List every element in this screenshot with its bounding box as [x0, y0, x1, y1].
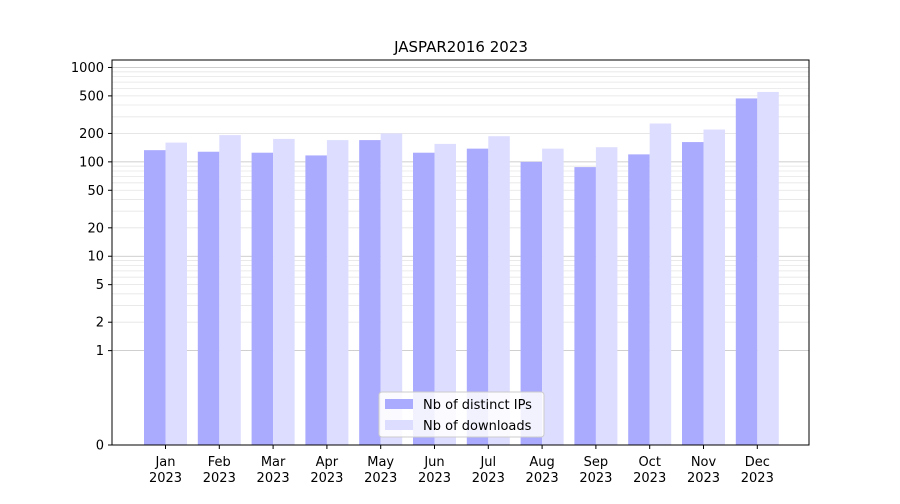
- y-tick-label: 2: [96, 316, 104, 331]
- bar-distinct-ips: [628, 154, 650, 445]
- bar-downloads: [542, 148, 564, 445]
- bar-downloads: [326, 140, 349, 445]
- y-tick-label: 100: [79, 155, 104, 170]
- x-tick-label: Nov: [691, 455, 717, 470]
- x-tick-label: Sep: [584, 455, 609, 470]
- chart-title: JASPAR2016 2023: [393, 38, 528, 56]
- x-tick-label: Aug: [529, 455, 554, 470]
- x-tick-label: Apr: [316, 455, 339, 470]
- bar-downloads: [165, 142, 187, 445]
- y-tick-label: 200: [79, 127, 104, 142]
- x-tick-label: Oct: [638, 455, 660, 470]
- y-tick-label: 1000: [71, 61, 104, 76]
- legend-box: [378, 391, 545, 438]
- bar-distinct-ips: [735, 98, 758, 446]
- x-tick-label: Feb: [208, 455, 231, 470]
- x-tick-label-year: 2023: [741, 471, 774, 486]
- bar-downloads: [219, 135, 241, 445]
- bar-downloads: [488, 136, 510, 446]
- x-tick-label-year: 2023: [310, 471, 343, 486]
- x-axis: Jan2023Feb2023Mar2023Apr2023May2023Jun20…: [149, 445, 774, 486]
- y-axis: 0 1 2 5 10 20 50 100 200 500 1000: [71, 61, 112, 454]
- y-tick-label: 0: [96, 439, 104, 454]
- legend: Nb of distinct IPs Nb of downloads: [378, 391, 545, 438]
- legend-label: Nb of downloads: [423, 419, 532, 434]
- bar-downloads: [757, 91, 779, 445]
- bar-distinct-ips: [574, 167, 596, 445]
- bar-downloads: [649, 123, 672, 446]
- x-tick-label-year: 2023: [579, 471, 612, 486]
- x-tick-label: Dec: [745, 455, 770, 470]
- bar-distinct-ips: [359, 140, 381, 445]
- bar-distinct-ips: [520, 161, 543, 445]
- bar-distinct-ips: [197, 151, 220, 446]
- x-tick-label-year: 2023: [526, 471, 559, 486]
- x-tick-label: Jan: [154, 455, 175, 470]
- bar-distinct-ips: [466, 148, 489, 445]
- bar-downloads: [380, 133, 403, 445]
- y-tick-label: 20: [87, 221, 104, 236]
- y-tick-label: 10: [87, 250, 104, 265]
- x-tick-label-year: 2023: [472, 471, 505, 486]
- x-tick-label-year: 2023: [633, 471, 666, 486]
- bar-distinct-ips: [251, 152, 274, 445]
- x-tick-label-year: 2023: [364, 471, 397, 486]
- x-tick-label: Jul: [479, 455, 496, 470]
- legend-swatch: [385, 399, 413, 409]
- plot-frame: [111, 59, 810, 446]
- legend-label: Nb of distinct IPs: [423, 398, 532, 413]
- bar-distinct-ips: [682, 142, 704, 445]
- bar-distinct-ips: [413, 152, 435, 445]
- bar-downloads: [595, 147, 618, 445]
- x-tick-label-year: 2023: [687, 471, 720, 486]
- y-tick-label: 500: [79, 89, 104, 104]
- legend-swatch: [385, 420, 413, 430]
- bar-distinct-ips: [144, 150, 166, 445]
- y-tick-label: 50: [87, 184, 104, 199]
- x-tick-label-year: 2023: [149, 471, 182, 486]
- bar-downloads: [703, 129, 725, 446]
- x-tick-label-year: 2023: [257, 471, 290, 486]
- x-tick-label: May: [367, 455, 394, 470]
- x-tick-label-year: 2023: [203, 471, 236, 486]
- bar-downloads: [434, 143, 456, 445]
- bar-distinct-ips: [305, 155, 327, 446]
- bar-downloads: [273, 138, 295, 445]
- x-tick-label-year: 2023: [418, 471, 451, 486]
- x-tick-label: Mar: [261, 455, 286, 470]
- x-tick-label: Jun: [423, 455, 444, 470]
- y-tick-label: 5: [96, 278, 104, 293]
- y-tick-label: 1: [96, 344, 104, 359]
- bars: [144, 91, 779, 446]
